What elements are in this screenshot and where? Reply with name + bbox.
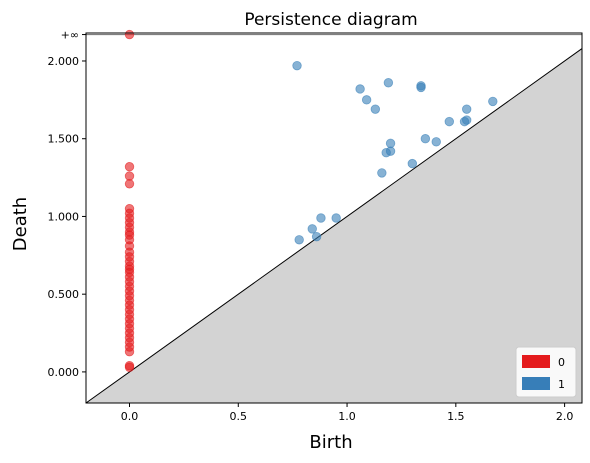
series-0-point bbox=[124, 29, 135, 40]
y-tick-label: 1.500 bbox=[48, 133, 80, 146]
series-0-point bbox=[124, 362, 135, 372]
series-1-point bbox=[292, 60, 302, 71]
series-1-point bbox=[431, 137, 441, 147]
legend-label-0: 0 bbox=[558, 356, 565, 369]
series-1-point bbox=[370, 104, 381, 114]
legend: 01 bbox=[515, 346, 577, 398]
series-1-point bbox=[294, 235, 304, 245]
series-1-point bbox=[416, 82, 426, 93]
series-1-point bbox=[331, 213, 341, 223]
series-1-point bbox=[361, 95, 372, 105]
series-1-point bbox=[383, 78, 394, 88]
infinity-tick-label: +∞ bbox=[61, 29, 79, 42]
chart-title: Persistence diagram bbox=[244, 10, 417, 30]
series-1-point bbox=[488, 96, 498, 107]
series-1-point bbox=[377, 168, 387, 178]
series-0-point bbox=[124, 171, 135, 181]
x-tick-label: 0.5 bbox=[230, 410, 248, 423]
legend-swatch-1 bbox=[522, 377, 550, 390]
series-0-point bbox=[124, 179, 135, 189]
series-1-point bbox=[385, 146, 396, 156]
x-tick-label: 1.5 bbox=[447, 410, 465, 423]
axes-frame bbox=[85, 32, 583, 404]
y-axis-title: Death bbox=[10, 197, 31, 251]
y-tick-label: 0.500 bbox=[48, 288, 80, 301]
legend-swatch-0 bbox=[522, 355, 550, 368]
series-1-point bbox=[307, 224, 317, 234]
series-1-point bbox=[462, 115, 472, 125]
x-axis-title: Birth bbox=[309, 432, 352, 453]
x-tick-label: 0.0 bbox=[121, 410, 139, 423]
series-1-point bbox=[316, 213, 326, 223]
series-0-point bbox=[124, 161, 135, 172]
y-tick-label: 1.000 bbox=[48, 210, 80, 223]
y-tick-label: 2.000 bbox=[48, 55, 80, 68]
x-tick-label: 2.0 bbox=[556, 410, 574, 423]
y-tick-label: 0.000 bbox=[48, 366, 80, 379]
series-1-point bbox=[385, 138, 396, 149]
diagonal-line bbox=[85, 48, 583, 404]
series-1-point bbox=[420, 134, 431, 144]
series-0-point bbox=[124, 346, 135, 357]
legend-label-1: 1 bbox=[558, 378, 565, 391]
series-1-point bbox=[462, 104, 472, 114]
series-1-point bbox=[444, 116, 454, 127]
series-1-point bbox=[355, 84, 365, 94]
series-1-point bbox=[407, 158, 418, 169]
x-tick-label: 1.0 bbox=[338, 410, 356, 423]
plot-area: 0.0 0.5 1.0 1.5 2.0 0.000 0.500 1.000 1.500 2.000… bbox=[48, 29, 583, 423]
series-1-point bbox=[311, 231, 322, 242]
